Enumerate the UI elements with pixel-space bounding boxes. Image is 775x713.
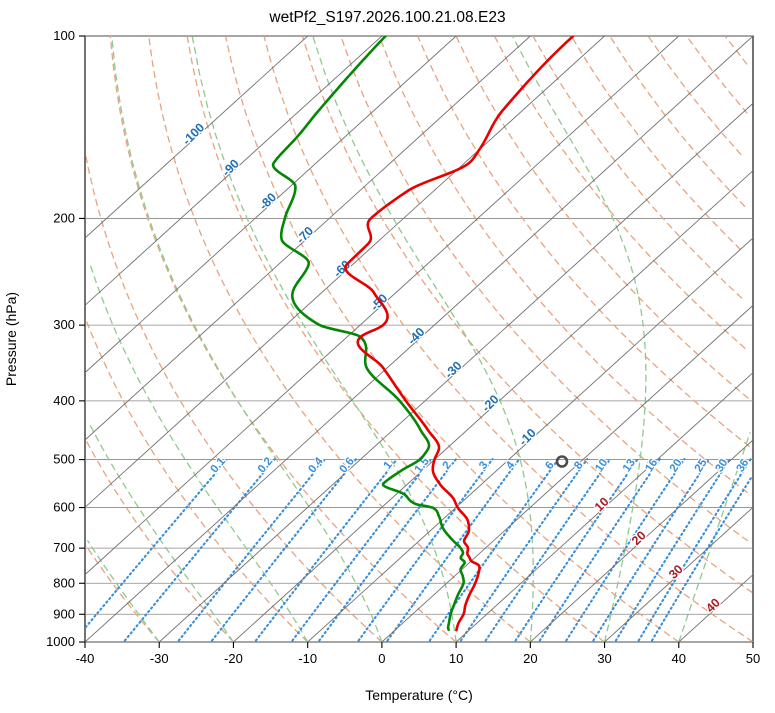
svg-text:1000: 1000 (46, 634, 75, 649)
svg-text:500: 500 (53, 452, 75, 467)
svg-text:30: 30 (597, 651, 611, 666)
svg-text:700: 700 (53, 540, 75, 555)
svg-text:-40: -40 (76, 651, 95, 666)
svg-text:-20: -20 (224, 651, 243, 666)
svg-text:-10: -10 (298, 651, 317, 666)
svg-text:-30: -30 (150, 651, 169, 666)
svg-text:20: 20 (523, 651, 537, 666)
svg-text:wetPf2_S197.2026.100.21.08.E23: wetPf2_S197.2026.100.21.08.E23 (268, 9, 505, 26)
svg-text:10: 10 (449, 651, 463, 666)
svg-text:400: 400 (53, 393, 75, 408)
svg-text:0: 0 (378, 651, 385, 666)
svg-text:900: 900 (53, 606, 75, 621)
svg-text:Pressure (hPa): Pressure (hPa) (3, 292, 19, 386)
svg-text:Temperature (°C): Temperature (°C) (365, 687, 473, 703)
svg-text:200: 200 (53, 210, 75, 225)
svg-text:600: 600 (53, 500, 75, 515)
svg-text:800: 800 (53, 575, 75, 590)
svg-text:50: 50 (746, 651, 760, 666)
svg-text:40: 40 (672, 651, 686, 666)
svg-text:300: 300 (53, 317, 75, 332)
svg-text:100: 100 (53, 28, 75, 43)
